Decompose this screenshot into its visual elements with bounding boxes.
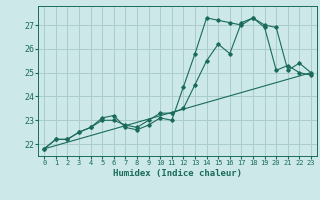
X-axis label: Humidex (Indice chaleur): Humidex (Indice chaleur): [113, 169, 242, 178]
